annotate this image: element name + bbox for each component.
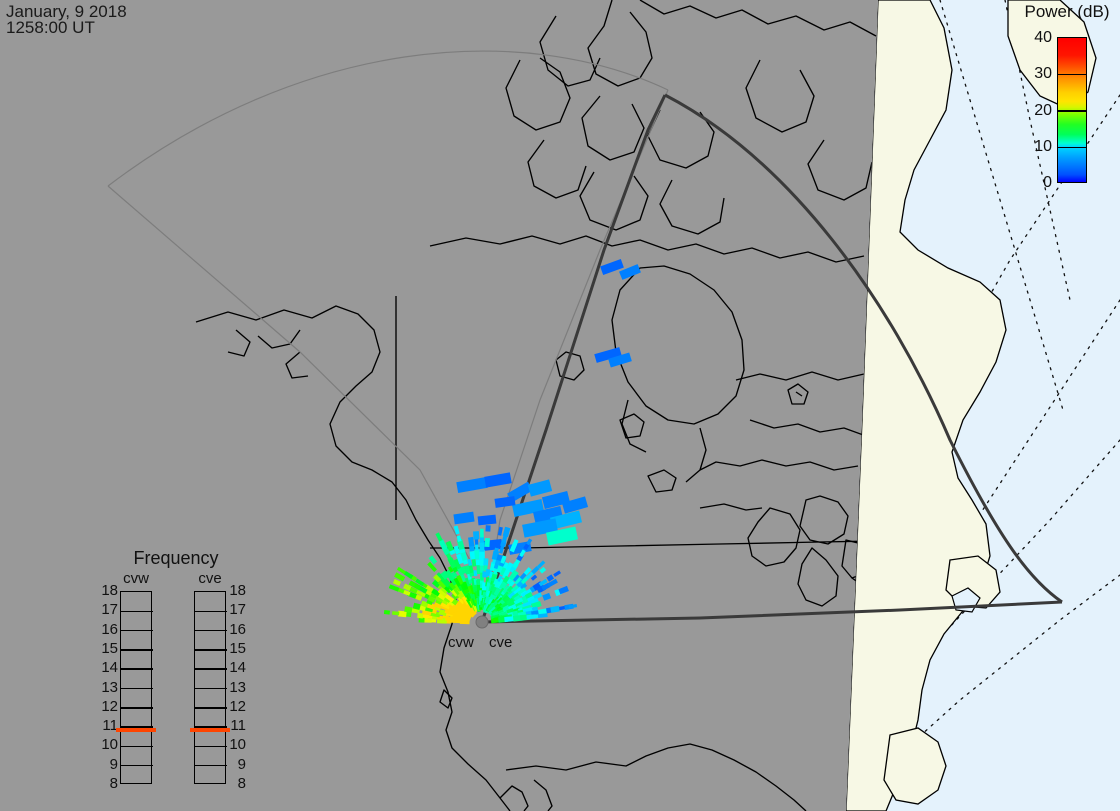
frequency-marker bbox=[116, 728, 156, 732]
power-tick-10: 10 bbox=[1022, 138, 1052, 156]
scatter-cell bbox=[473, 531, 479, 540]
frequency-tick-15: 15 bbox=[222, 640, 246, 657]
frequency-tick-12: 12 bbox=[94, 698, 118, 715]
station-label-cvw: cvw bbox=[448, 634, 474, 651]
power-legend: Power (dB) 40 30 20 10 0 bbox=[1014, 2, 1120, 192]
frequency-tick-15: 15 bbox=[94, 640, 118, 657]
frequency-tick-10: 10 bbox=[94, 736, 118, 753]
scatter-cell bbox=[480, 529, 484, 538]
frequency-tick-8: 8 bbox=[222, 775, 246, 792]
frequency-bar-cvw bbox=[120, 591, 152, 784]
frequency-tick-9: 9 bbox=[94, 756, 118, 773]
frequency-rung bbox=[121, 649, 153, 651]
scatter-cell bbox=[476, 564, 480, 574]
scatter-cell bbox=[392, 611, 399, 615]
power-legend-title: Power (dB) bbox=[1014, 2, 1120, 22]
frequency-tick-8: 8 bbox=[94, 775, 118, 792]
frequency-marker bbox=[190, 728, 230, 732]
scatter-cell bbox=[384, 610, 390, 615]
frequency-tick-14: 14 bbox=[94, 659, 118, 676]
frequency-legend-title: Frequency bbox=[96, 548, 256, 569]
scatter-cell bbox=[479, 542, 484, 552]
time-label: 1258:00 UT bbox=[6, 19, 95, 36]
frequency-legend: Frequency cvw cve 18171615141312111098 1… bbox=[96, 548, 256, 778]
frequency-tick-17: 17 bbox=[94, 601, 118, 618]
power-tick-20: 20 bbox=[1022, 102, 1052, 120]
scatter-cell bbox=[485, 525, 490, 532]
frequency-tick-16: 16 bbox=[94, 621, 118, 638]
frequency-tick-16: 16 bbox=[222, 621, 246, 638]
frequency-tick-14: 14 bbox=[222, 659, 246, 676]
scatter-cell bbox=[483, 558, 488, 565]
frequency-rung bbox=[121, 707, 153, 709]
colorbar-separator-10 bbox=[1057, 147, 1087, 149]
frequency-rung bbox=[121, 611, 153, 613]
frequency-tick-18: 18 bbox=[94, 582, 118, 599]
frequency-rung bbox=[121, 688, 153, 690]
frequency-tick-11: 11 bbox=[94, 717, 118, 734]
radar-origin-dot bbox=[476, 616, 488, 628]
frequency-tick-9: 9 bbox=[222, 756, 246, 773]
fan-plot-canvas: January, 9 2018 1258:00 UT Power (dB) 40… bbox=[0, 0, 1120, 811]
frequency-tick-10: 10 bbox=[222, 736, 246, 753]
frequency-tick-17: 17 bbox=[222, 601, 246, 618]
frequency-tick-12: 12 bbox=[222, 698, 246, 715]
frequency-tick-13: 13 bbox=[222, 679, 246, 696]
colorbar-separator-30 bbox=[1057, 74, 1087, 76]
frequency-rung bbox=[121, 630, 153, 632]
station-label-cve: cve bbox=[489, 634, 512, 651]
scatter-cell bbox=[480, 537, 484, 543]
power-tick-0: 0 bbox=[1022, 174, 1052, 192]
frequency-tick-18: 18 bbox=[222, 582, 246, 599]
frequency-rung bbox=[121, 746, 153, 748]
frequency-rung bbox=[121, 765, 153, 767]
power-tick-30: 30 bbox=[1022, 65, 1052, 83]
scatter-cell bbox=[478, 515, 497, 526]
scatter-cell bbox=[484, 538, 490, 547]
power-tick-40: 40 bbox=[1022, 29, 1052, 47]
frequency-tick-13: 13 bbox=[94, 679, 118, 696]
frequency-rung bbox=[121, 668, 153, 670]
colorbar-separator-20 bbox=[1057, 110, 1087, 112]
